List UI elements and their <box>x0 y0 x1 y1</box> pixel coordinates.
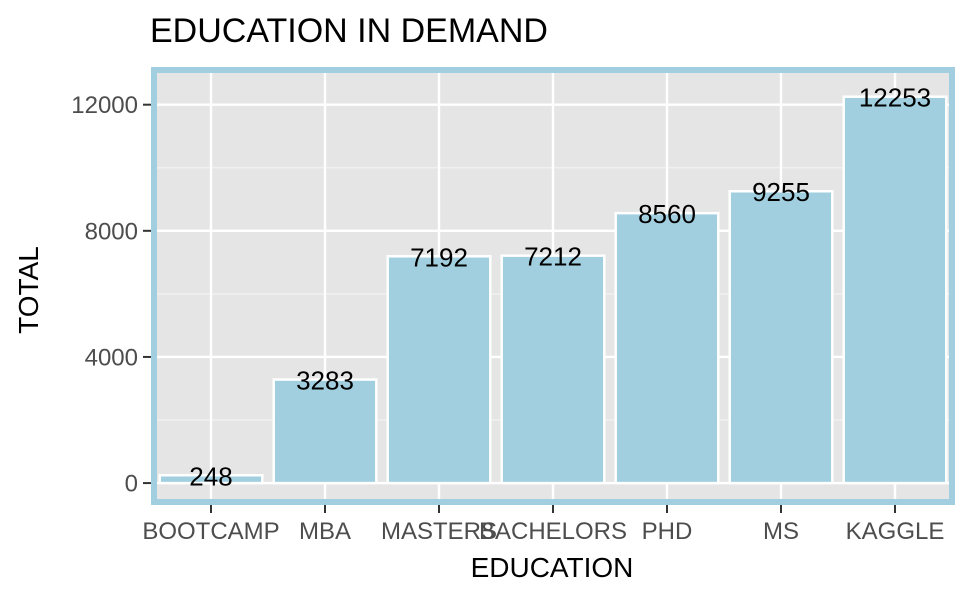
chart-title: EDUCATION IN DEMAND <box>150 12 548 50</box>
bar-mba <box>272 378 378 485</box>
bar-phd <box>614 211 720 485</box>
data-label-ms: 9255 <box>752 177 810 207</box>
x-axis-title: EDUCATION <box>471 552 634 583</box>
bar-bootcamp <box>158 474 264 485</box>
y-tick-label: 12000 <box>71 92 138 119</box>
data-label-bachelors: 7212 <box>524 242 582 272</box>
bar-kaggle <box>842 95 948 485</box>
y-axis: 0 4000 8000 12000 <box>71 92 151 498</box>
x-tick-label-masters: MASTERS <box>381 518 497 545</box>
y-tick-label: 0 <box>125 471 138 498</box>
y-tick-label: 8000 <box>85 218 138 245</box>
data-label-kaggle: 12253 <box>859 83 931 113</box>
x-tick-label-ms: MS <box>763 518 799 545</box>
panel-border-group <box>151 67 955 505</box>
bar-ms <box>728 189 834 485</box>
data-label-bootcamp: 248 <box>189 461 232 491</box>
data-label-phd: 8560 <box>638 199 696 229</box>
bar-bachelors <box>500 254 606 485</box>
panel-border <box>151 67 955 505</box>
x-tick-label-bootcamp: BOOTCAMP <box>142 518 279 545</box>
x-tick-label-kaggle: KAGGLE <box>846 518 945 545</box>
y-tick-label: 4000 <box>85 344 138 371</box>
bar-masters <box>386 255 492 485</box>
data-label-masters: 7192 <box>410 242 468 272</box>
y-axis-title: TOTAL <box>13 246 44 334</box>
data-label-mba: 3283 <box>296 366 354 396</box>
bars <box>158 95 948 485</box>
x-tick-label-bachelors: BACHELORS <box>479 518 627 545</box>
data-labels: 248 3283 7192 7212 8560 9255 12253 <box>189 83 931 492</box>
x-tick-label-phd: PHD <box>642 518 693 545</box>
x-tick-label-mba: MBA <box>299 518 351 545</box>
